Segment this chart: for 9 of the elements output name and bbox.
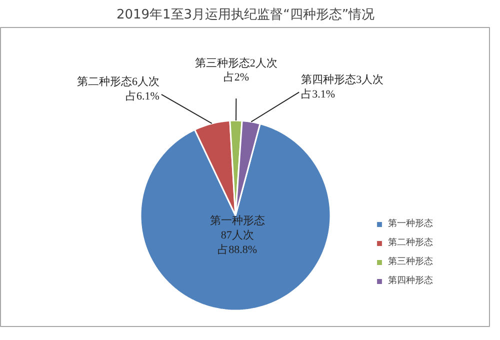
data-label: 第四种形态3人次占3.1% [301, 73, 384, 100]
chart-title: 2019年1至3月运用执纪监督“四种形态”情况 [116, 8, 375, 22]
legend-label: 第四种形态 [388, 274, 433, 287]
legend-label: 第二种形态 [388, 236, 433, 249]
legend-label: 第三种形态 [388, 256, 433, 268]
data-label: 第三种形态2人次占2% [194, 56, 278, 84]
data-label: 第一种形态87人次占88.8% [210, 214, 265, 256]
legend-label: 第一种形态 [388, 218, 433, 230]
data-label: 第二种形态6人次占6.1% [76, 75, 160, 103]
